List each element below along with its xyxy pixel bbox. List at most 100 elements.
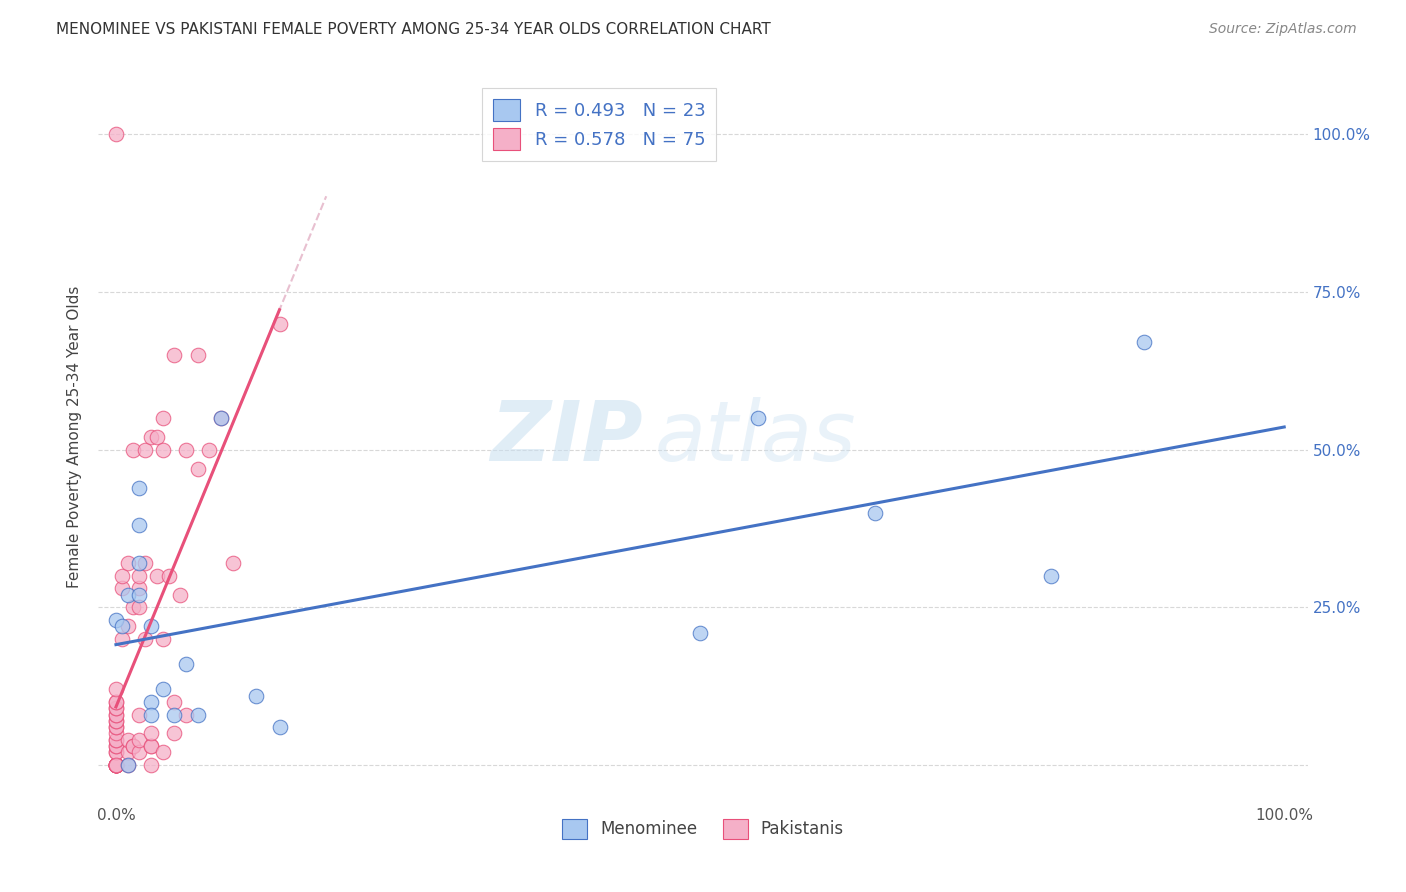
Point	[128, 569, 150, 583]
Point	[104, 732, 127, 747]
Point	[128, 707, 150, 722]
Point	[104, 745, 127, 759]
Point	[152, 682, 174, 697]
Point	[122, 739, 145, 753]
Point	[104, 707, 127, 722]
Point	[104, 720, 127, 734]
Point	[117, 619, 139, 633]
Point	[117, 556, 139, 570]
Point	[139, 430, 162, 444]
Point	[209, 411, 232, 425]
Point	[104, 701, 127, 715]
Point	[146, 430, 169, 444]
Point	[139, 726, 162, 740]
Point	[104, 758, 127, 772]
Point	[222, 556, 245, 570]
Point	[163, 348, 186, 362]
Point	[104, 714, 127, 728]
Point	[174, 442, 197, 457]
Point	[104, 739, 127, 753]
Point	[198, 442, 221, 457]
Point	[128, 518, 150, 533]
Point	[104, 758, 127, 772]
Point	[104, 707, 127, 722]
Point	[1133, 335, 1156, 350]
Point	[139, 739, 162, 753]
Text: MENOMINEE VS PAKISTANI FEMALE POVERTY AMONG 25-34 YEAR OLDS CORRELATION CHART: MENOMINEE VS PAKISTANI FEMALE POVERTY AM…	[56, 22, 770, 37]
Point	[122, 600, 145, 615]
Point	[104, 739, 127, 753]
Point	[117, 745, 139, 759]
Point	[152, 442, 174, 457]
Point	[117, 588, 139, 602]
Point	[104, 758, 127, 772]
Point	[128, 556, 150, 570]
Point	[111, 632, 134, 646]
Point	[689, 625, 711, 640]
Point	[269, 317, 291, 331]
Point	[122, 442, 145, 457]
Point	[128, 732, 150, 747]
Point	[128, 582, 150, 596]
Point	[747, 411, 769, 425]
Point	[104, 714, 127, 728]
Point	[245, 689, 267, 703]
Point	[174, 707, 197, 722]
Point	[104, 732, 127, 747]
Point	[111, 582, 134, 596]
Legend: Menominee, Pakistanis: Menominee, Pakistanis	[555, 812, 851, 846]
Y-axis label: Female Poverty Among 25-34 Year Olds: Female Poverty Among 25-34 Year Olds	[67, 286, 83, 588]
Point	[111, 569, 134, 583]
Point	[117, 758, 139, 772]
Text: atlas: atlas	[655, 397, 856, 477]
Point	[104, 758, 127, 772]
Point	[174, 657, 197, 671]
Point	[209, 411, 232, 425]
Point	[104, 758, 127, 772]
Point	[134, 442, 156, 457]
Point	[163, 707, 186, 722]
Point	[1039, 569, 1062, 583]
Point	[128, 481, 150, 495]
Point	[104, 695, 127, 709]
Point	[139, 758, 162, 772]
Point	[865, 506, 887, 520]
Point	[128, 600, 150, 615]
Point	[152, 632, 174, 646]
Point	[187, 348, 209, 362]
Point	[139, 695, 162, 709]
Point	[152, 411, 174, 425]
Point	[163, 695, 186, 709]
Point	[269, 720, 291, 734]
Point	[117, 732, 139, 747]
Point	[139, 619, 162, 633]
Point	[104, 758, 127, 772]
Point	[128, 588, 150, 602]
Point	[139, 739, 162, 753]
Point	[128, 745, 150, 759]
Point	[146, 569, 169, 583]
Point	[104, 758, 127, 772]
Point	[139, 707, 162, 722]
Point	[104, 682, 127, 697]
Text: ZIP: ZIP	[489, 397, 643, 477]
Point	[134, 632, 156, 646]
Point	[152, 745, 174, 759]
Point	[104, 758, 127, 772]
Point	[104, 613, 127, 627]
Point	[187, 461, 209, 475]
Point	[104, 745, 127, 759]
Text: Source: ZipAtlas.com: Source: ZipAtlas.com	[1209, 22, 1357, 37]
Point	[163, 726, 186, 740]
Point	[117, 758, 139, 772]
Point	[122, 739, 145, 753]
Point	[104, 758, 127, 772]
Point	[157, 569, 180, 583]
Point	[104, 720, 127, 734]
Point	[111, 619, 134, 633]
Point	[187, 707, 209, 722]
Point	[104, 758, 127, 772]
Point	[134, 556, 156, 570]
Point	[104, 128, 127, 142]
Point	[104, 726, 127, 740]
